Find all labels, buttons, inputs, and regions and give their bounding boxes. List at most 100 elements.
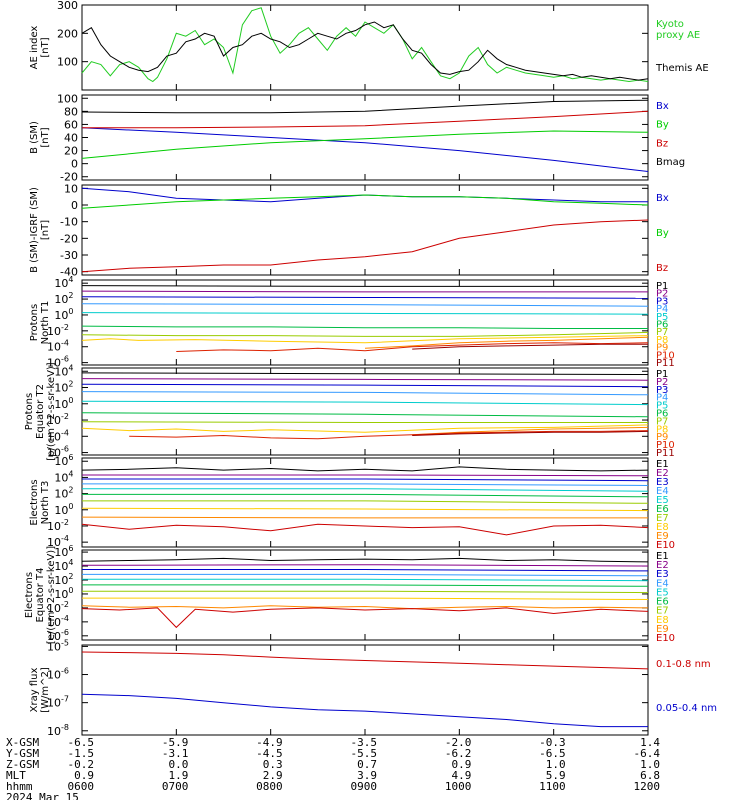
y-tick-label: 200 <box>57 27 78 40</box>
series-line-bmag <box>81 99 649 114</box>
panel-8: 10-5 10-6 10-7 10-8 Xray flux [W/m^2] 0.1-0.8 … <box>29 638 717 737</box>
ephemeris-row-label: X-GSM <box>6 736 39 749</box>
y-axis-label: Electrons <box>29 479 40 525</box>
ephemeris-table: X-GSM -6.5 -5.9 -4.9 -3.5 -2.0 -0.3 1.4 Y-GSM -1.… <box>6 736 661 804</box>
legend-e4: E4 <box>656 578 669 589</box>
legend-e10: E10 <box>656 633 675 644</box>
y-tick-label: 10-2 <box>47 412 69 427</box>
y-tick-label: 0 <box>71 158 78 171</box>
ephemeris-value: -4.5 <box>256 747 283 760</box>
series-line-p2 <box>81 290 648 293</box>
series-line-e6 <box>82 584 649 587</box>
ephemeris-row-label: Y-GSM <box>6 747 39 760</box>
y-tick-label: 10-2 <box>47 323 69 338</box>
series-line-bz <box>81 219 649 273</box>
legend-kyoto-proxy-ae: Kyoto proxy AE <box>656 19 700 41</box>
y-axis-label: B (SM)-IGRF (SM) <box>29 187 40 273</box>
series-line-e5 <box>82 578 649 582</box>
y-axis-label: Protons <box>24 393 35 430</box>
series-line-e5 <box>82 488 649 492</box>
series-line-p5 <box>81 312 649 315</box>
y-axis-label: B (SM) <box>29 121 40 154</box>
ephemeris-value: 1000 <box>445 780 472 793</box>
series-line-p4 <box>81 391 649 396</box>
series-line-e2 <box>81 564 649 567</box>
legend-e7: E7 <box>656 606 669 617</box>
panel-frame <box>81 4 649 91</box>
legend-bx: Bx <box>656 193 669 204</box>
y-tick-label: 104 <box>54 469 73 484</box>
ephemeris-value: 0.7 <box>357 758 377 771</box>
legend-e3: E3 <box>656 477 669 488</box>
ephemeris-row-label: MLT <box>6 769 26 782</box>
legend-e1: E1 <box>656 551 669 562</box>
series-line-p2 <box>81 378 649 381</box>
panel-1: 100 200 300 AE index [nT] Kyoto proxy AE Themis… <box>29 0 709 91</box>
ephemeris-value: -5.9 <box>162 736 189 749</box>
y-tick-label: 10-2 <box>47 600 69 615</box>
ephemeris-value: 1200 <box>634 780 661 793</box>
y-tick-label: 40 <box>64 132 78 145</box>
series-line-e7 <box>82 500 649 504</box>
ephemeris-value: 1.4 <box>640 736 660 749</box>
panel-frame <box>81 279 649 366</box>
series-line-p1 <box>81 372 649 375</box>
legend-0-05-0-4-nm: 0.05-0.4 nm <box>656 703 717 714</box>
y-tick-label: 10-6 <box>47 628 69 643</box>
legend-p8: P8 <box>656 335 668 346</box>
series-line-p10 <box>129 430 649 440</box>
ephemeris-value: 0.3 <box>263 758 283 771</box>
legend-p5: P5 <box>656 401 668 412</box>
y-tick-label: 104 <box>54 558 73 573</box>
y-axis-label: North T1 <box>40 301 51 345</box>
y-tick-label: 10-7 <box>47 695 69 710</box>
y-tick-label: 100 <box>57 56 78 69</box>
legend-e9: E9 <box>656 531 669 542</box>
ephemeris-value: 6.8 <box>640 769 660 782</box>
series-line-e9 <box>81 516 648 519</box>
series-line-e9 <box>81 605 649 610</box>
series-line-p8 <box>81 335 649 344</box>
legend-e5: E5 <box>656 587 669 598</box>
y-tick-label: 100 <box>54 307 73 322</box>
series-line-e8 <box>82 597 649 600</box>
series-line-p11 <box>412 343 648 350</box>
series-line-themis-ae <box>81 21 649 81</box>
series-line-e3 <box>82 569 649 572</box>
series-line-p3 <box>81 296 649 299</box>
y-axis-label: Electrons <box>24 572 35 618</box>
series-line-by <box>81 194 649 209</box>
legend-p1: P1 <box>656 369 668 380</box>
series-line-p5 <box>81 400 649 406</box>
y-tick-label: 60 <box>64 118 78 131</box>
legend-p2: P2 <box>656 289 668 300</box>
y-tick-label: -30 <box>60 249 78 262</box>
legend-e2: E2 <box>656 468 669 479</box>
series-line-p1 <box>81 285 648 287</box>
y-tick-label: -10 <box>60 216 78 229</box>
legend-e6: E6 <box>656 504 669 515</box>
ephemeris-value: 0900 <box>351 780 378 793</box>
y-tick-label: 10-6 <box>47 667 69 682</box>
ephemeris-value: -6.5 <box>539 747 566 760</box>
y-tick-label: 10-4 <box>47 428 69 443</box>
series-line-p10 <box>176 342 649 352</box>
legend-e7: E7 <box>656 513 669 524</box>
series-line-p7 <box>81 331 649 337</box>
y-tick-label: 20 <box>64 145 78 158</box>
y-tick-label: 102 <box>54 380 73 395</box>
y-axis-label: [nT] <box>40 127 51 147</box>
legend-p11: P11 <box>656 358 675 369</box>
y-tick-label: 10-4 <box>47 339 69 354</box>
y-tick-label: 100 <box>54 502 73 517</box>
y-tick-label: -20 <box>60 232 78 245</box>
y-tick-label: -40 <box>60 266 78 279</box>
series-line-p6 <box>81 412 649 418</box>
ephemeris-value: 3.9 <box>357 769 377 782</box>
y-tick-label: 300 <box>57 0 78 12</box>
y-tick-label: 102 <box>54 486 73 501</box>
series-line-e1 <box>81 466 649 472</box>
y-tick-label: 10 <box>64 182 78 195</box>
